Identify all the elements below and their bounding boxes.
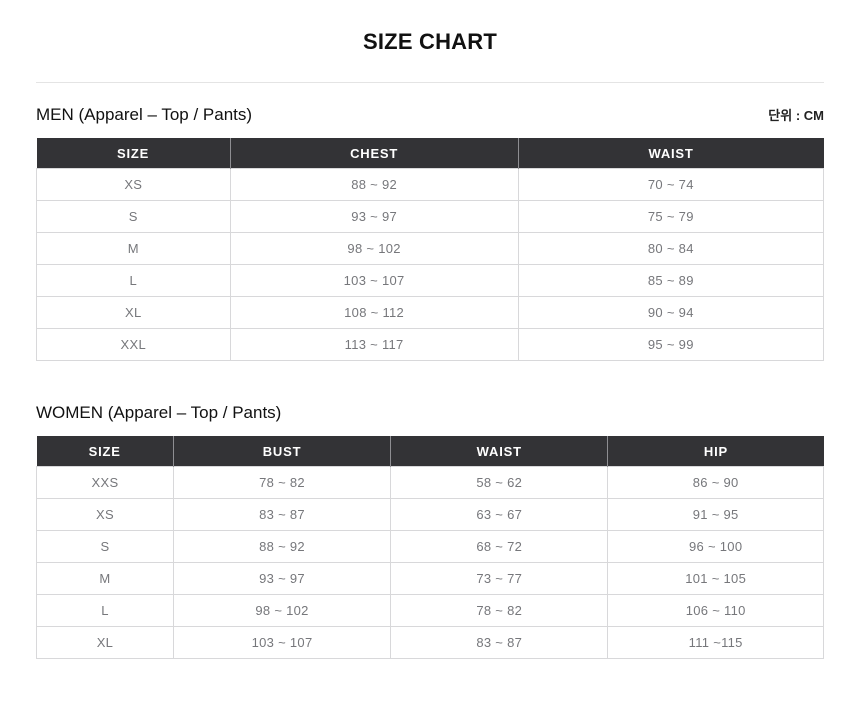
size-cell: M: [36, 562, 174, 595]
table-row: M 98 ~ 102 80 ~ 84: [36, 232, 825, 265]
column-header-size: SIZE: [36, 138, 231, 169]
column-header-hip: HIP: [607, 436, 824, 467]
table-row: S 88 ~ 92 68 ~ 72 96 ~ 100: [36, 530, 824, 563]
table-row: L 103 ~ 107 85 ~ 89: [36, 264, 825, 297]
waist-cell: 73 ~ 77: [390, 562, 609, 595]
header-row: SIZE BUST WAIST HIP: [36, 436, 824, 467]
table-row: XS 83 ~ 87 63 ~ 67 91 ~ 95: [36, 498, 824, 531]
bust-cell: 78 ~ 82: [172, 466, 392, 499]
title-divider: [36, 82, 824, 83]
size-cell: L: [36, 594, 174, 627]
table-row: XXL 113 ~ 117 95 ~ 99: [36, 328, 825, 361]
waist-cell: 70 ~ 74: [517, 168, 825, 201]
size-cell: XL: [36, 626, 174, 659]
chest-cell: 93 ~ 97: [229, 200, 519, 233]
size-cell: L: [36, 264, 231, 297]
waist-cell: 85 ~ 89: [517, 264, 825, 297]
size-cell: XL: [36, 296, 231, 329]
waist-cell: 90 ~ 94: [517, 296, 825, 329]
waist-cell: 78 ~ 82: [390, 594, 609, 627]
bust-cell: 88 ~ 92: [172, 530, 392, 563]
men-table-head: SIZE CHEST WAIST: [36, 138, 824, 169]
waist-cell: 63 ~ 67: [390, 498, 609, 531]
hip-cell: 86 ~ 90: [607, 466, 824, 499]
women-table-body: XXS 78 ~ 82 58 ~ 62 86 ~ 90 XS 83 ~ 87 6…: [36, 466, 824, 659]
bust-cell: 98 ~ 102: [172, 594, 392, 627]
bust-cell: 103 ~ 107: [172, 626, 392, 659]
hip-cell: 101 ~ 105: [607, 562, 824, 595]
column-header-chest: CHEST: [229, 138, 519, 169]
table-row: S 93 ~ 97 75 ~ 79: [36, 200, 825, 233]
column-header-waist: WAIST: [517, 138, 824, 169]
chest-cell: 103 ~ 107: [229, 264, 519, 297]
unit-label: 단위 : CM: [768, 108, 824, 123]
chest-cell: 88 ~ 92: [229, 168, 519, 201]
waist-cell: 68 ~ 72: [390, 530, 609, 563]
waist-cell: 83 ~ 87: [390, 626, 609, 659]
men-section-title: MEN (Apparel – Top / Pants): [36, 105, 253, 124]
table-row: L 98 ~ 102 78 ~ 82 106 ~ 110: [36, 594, 824, 627]
page-title: SIZE CHART: [363, 29, 497, 54]
size-cell: XXS: [36, 466, 174, 499]
table-row: XXS 78 ~ 82 58 ~ 62 86 ~ 90: [36, 466, 824, 499]
women-size-table: SIZE BUST WAIST HIP XXS 78 ~ 82 58 ~ 62 …: [36, 436, 824, 659]
men-size-table: SIZE CHEST WAIST XS 88 ~ 92 70 ~ 74 S 93…: [36, 138, 825, 361]
size-cell: XXL: [36, 328, 231, 361]
chest-cell: 113 ~ 117: [229, 328, 519, 361]
chest-cell: 98 ~ 102: [229, 232, 519, 265]
size-cell: M: [36, 232, 231, 265]
size-cell: S: [36, 200, 231, 233]
bust-cell: 83 ~ 87: [172, 498, 392, 531]
column-header-waist: WAIST: [390, 436, 608, 467]
header-row: SIZE CHEST WAIST: [36, 138, 824, 169]
men-section-header: MEN (Apparel – Top / Pants) 단위 : CM: [36, 104, 824, 125]
size-cell: XS: [36, 168, 231, 201]
size-cell: S: [36, 530, 174, 563]
table-row: XS 88 ~ 92 70 ~ 74: [36, 168, 825, 201]
women-table-head: SIZE BUST WAIST HIP: [36, 436, 824, 467]
size-cell: XS: [36, 498, 174, 531]
women-section-title: WOMEN (Apparel – Top / Pants): [36, 403, 282, 422]
column-header-bust: BUST: [172, 436, 391, 467]
waist-cell: 80 ~ 84: [517, 232, 825, 265]
waist-cell: 58 ~ 62: [390, 466, 609, 499]
hip-cell: 111 ~115: [607, 626, 824, 659]
men-table-body: XS 88 ~ 92 70 ~ 74 S 93 ~ 97 75 ~ 79 M 9…: [36, 168, 825, 361]
waist-cell: 95 ~ 99: [517, 328, 825, 361]
hip-cell: 106 ~ 110: [607, 594, 824, 627]
table-row: XL 103 ~ 107 83 ~ 87 111 ~115: [36, 626, 824, 659]
waist-cell: 75 ~ 79: [517, 200, 825, 233]
hip-cell: 96 ~ 100: [607, 530, 824, 563]
hip-cell: 91 ~ 95: [607, 498, 824, 531]
bust-cell: 93 ~ 97: [172, 562, 392, 595]
women-section-header: WOMEN (Apparel – Top / Pants): [36, 402, 824, 423]
column-header-size: SIZE: [36, 436, 174, 467]
table-row: M 93 ~ 97 73 ~ 77 101 ~ 105: [36, 562, 824, 595]
table-row: XL 108 ~ 112 90 ~ 94: [36, 296, 825, 329]
chest-cell: 108 ~ 112: [229, 296, 519, 329]
